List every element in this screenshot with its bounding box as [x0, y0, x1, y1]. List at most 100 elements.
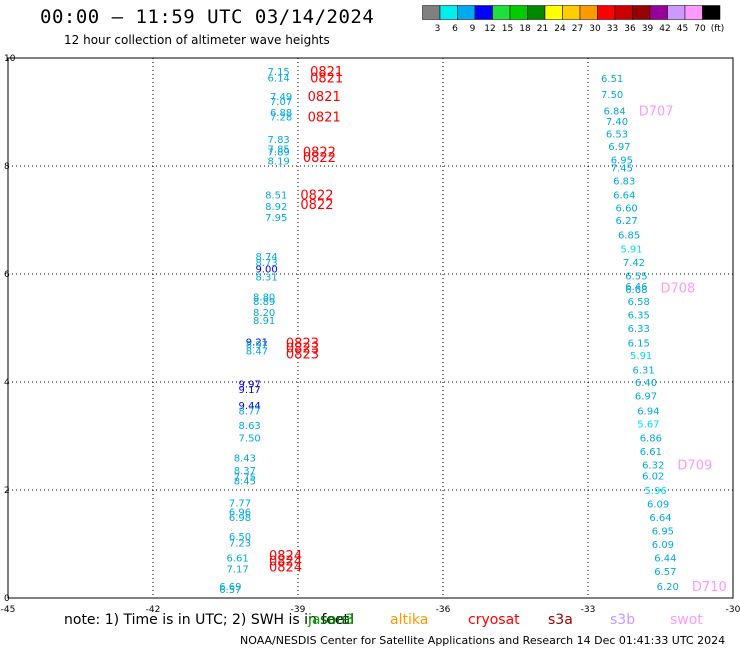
colorbar-swatch — [702, 5, 721, 20]
colorbar-label: 3 — [435, 24, 441, 33]
wave-height-point: 5.67 — [637, 420, 659, 431]
track-time-label: D707 — [639, 104, 674, 119]
wave-height-point: 6.61 — [640, 447, 662, 458]
wave-height-point: 9.00 — [255, 265, 277, 276]
track-time-label: 0821 — [308, 110, 341, 125]
satellite-label-s3a: s3a — [548, 612, 573, 628]
satellite-label-s3b: s3b — [610, 612, 636, 628]
colorbar-label: 21 — [537, 24, 548, 33]
wave-height-point: 7.49 — [270, 92, 292, 103]
wave-height-point: 6.69 — [219, 582, 241, 593]
wave-height-point: 7.95 — [265, 213, 287, 224]
colorbar-label: 70 — [694, 24, 706, 33]
track-time-label: 0822 — [300, 198, 333, 213]
wave-height-point: 6.35 — [628, 311, 650, 322]
satellite-label-swot: swot — [670, 612, 703, 628]
track-time-label: D709 — [677, 459, 712, 474]
wave-height-point: 8.92 — [265, 202, 287, 213]
color-legend: 3 6 9 12 15 18 21 24 27 30 33 36 39 42 45 70 (ft) — [422, 5, 725, 33]
wave-height-point: 6.60 — [616, 204, 638, 215]
wave-height-point: 6.15 — [628, 339, 650, 350]
x-tick-label: -30 — [726, 605, 740, 615]
wave-height-point: 6.64 — [649, 513, 671, 524]
track-time-label: 0823 — [286, 347, 319, 362]
colorbar-label: 18 — [519, 24, 531, 33]
wave-height-point: 5.91 — [630, 351, 652, 362]
wave-height-point: 6.95 — [611, 156, 633, 167]
colorbar-label: 42 — [659, 24, 670, 33]
wave-height-point: 8.73 — [255, 258, 277, 269]
wave-height-point: 7.45 — [611, 164, 633, 175]
satellite-label-altika: altika — [390, 612, 429, 628]
wave-height-point: 6.68 — [625, 285, 647, 296]
colorbar-label: 24 — [554, 24, 566, 33]
wave-height-point: 6.97 — [635, 392, 657, 403]
y-tick-label: 2 — [4, 486, 10, 496]
wave-height-point: 9.21 — [246, 338, 268, 349]
y-tick-label: 10 — [4, 54, 16, 64]
track-time-label: 0823 — [286, 337, 319, 352]
wave-height-point: 8.80 — [253, 293, 275, 304]
chart-title: 00:00 – 11:59 UTC 03/14/2024 — [40, 6, 375, 28]
colorbar-label: (ft) — [711, 24, 725, 33]
wave-height-point: 6.44 — [654, 554, 676, 565]
wave-height-point: 6.98 — [229, 513, 251, 524]
wave-height-point: 6.53 — [606, 130, 628, 141]
wave-height-point: 7.75 — [234, 473, 256, 484]
wave-height-point: 6.64 — [613, 191, 635, 202]
track-time-label: 0821 — [310, 71, 343, 86]
track-time-label: 0822 — [300, 189, 333, 204]
wave-height-point: 9.97 — [239, 380, 261, 391]
wave-height-point: 7.77 — [229, 498, 251, 509]
wave-height-point: 6.94 — [637, 407, 659, 418]
track-time-label: 0823 — [286, 341, 319, 356]
footer-credit: NOAA/NESDIS Center for Satellite Applica… — [240, 634, 726, 647]
wave-height-point: 6.86 — [640, 434, 662, 445]
wave-height-point: 8.97 — [246, 340, 268, 351]
colorbar-label: 6 — [452, 24, 458, 33]
wave-height-point: 6.31 — [632, 366, 654, 377]
x-tick-label: -45 — [1, 605, 16, 615]
chart-subtitle: 12 hour collection of altimeter wave hei… — [64, 33, 330, 47]
wave-height-point: 5.96 — [645, 486, 667, 497]
wave-height-point: 8.19 — [268, 157, 290, 168]
colorbar-label: 33 — [607, 24, 618, 33]
wave-height-point: 7.89 — [268, 147, 290, 158]
wave-height-point: 6.14 — [268, 73, 290, 84]
colorbar-label: 39 — [642, 24, 654, 33]
wave-height-point: 6.61 — [226, 554, 248, 565]
satellite-label-cryosat: cryosat — [468, 612, 520, 628]
wave-height-point: 5.91 — [620, 245, 642, 256]
colorbar-label: 45 — [677, 24, 688, 33]
colorbar-label: 30 — [589, 24, 601, 33]
wave-height-point: 7.17 — [226, 564, 248, 575]
wave-height-point: 7.85 — [268, 145, 290, 156]
wave-height-point: 6.55 — [625, 272, 647, 283]
wave-height-point: 8.89 — [253, 297, 275, 308]
wave-height-point: 6.46 — [625, 282, 647, 293]
wave-height-point: 6.57 — [654, 567, 676, 578]
wave-height-point: 7.50 — [239, 434, 261, 445]
y-tick-label: 8 — [4, 162, 10, 172]
satellite-label-jason3: jason3 — [308, 612, 355, 628]
colorbar-label: 27 — [572, 24, 583, 33]
wave-height-point: 8.43 — [234, 454, 256, 465]
wave-height-point: 7.15 — [268, 67, 290, 78]
colorbar-label: 15 — [502, 24, 513, 33]
track-time-label: 0824 — [269, 549, 302, 564]
wave-height-point: 8.31 — [255, 273, 277, 284]
wave-height-point: 8.45 — [234, 476, 256, 487]
wave-height-point: 6.84 — [603, 106, 625, 117]
wave-height-point: 9.44 — [239, 401, 261, 412]
track-time-label: 0824 — [269, 555, 302, 570]
y-tick-label: 0 — [4, 594, 10, 604]
wave-height-point: 7.50 — [601, 90, 623, 101]
wave-height-point: 6.50 — [229, 532, 251, 543]
wave-height-point: 7.83 — [268, 135, 290, 146]
footer-note: note: 1) Time is in UTC; 2) SWH is in fe… — [64, 612, 350, 628]
wave-height-point: 8.20 — [253, 308, 275, 319]
wave-height-point: 6.33 — [628, 324, 650, 335]
wave-height-point: 6.57 — [219, 585, 241, 596]
colorbar-label: 36 — [624, 24, 636, 33]
